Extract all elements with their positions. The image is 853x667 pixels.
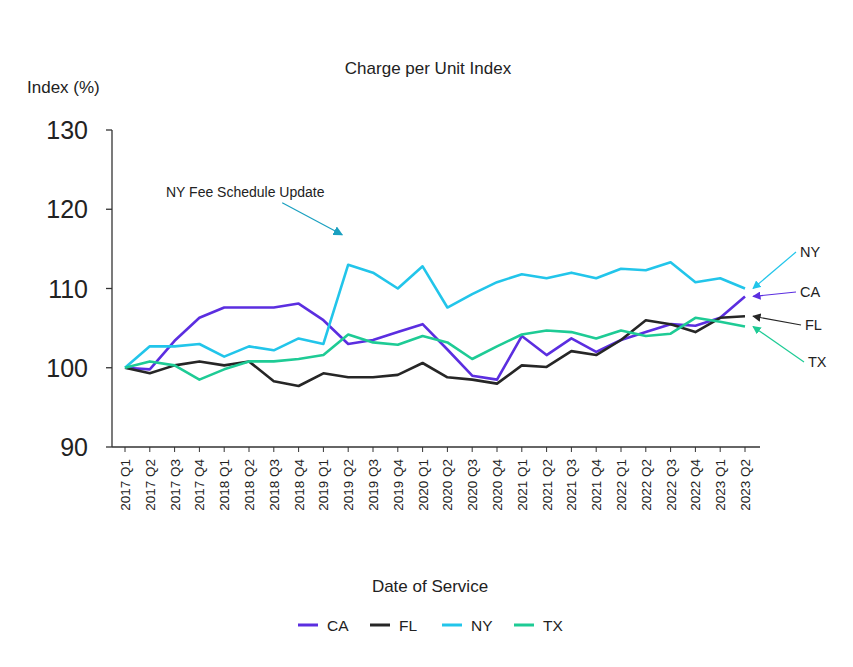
x-tick-label: 2021 Q4 <box>589 459 604 511</box>
x-tick-label: 2018 Q1 <box>217 459 232 511</box>
annotation: NY Fee Schedule Update <box>166 184 325 200</box>
x-tick <box>373 447 374 452</box>
x-tick <box>273 447 274 452</box>
x-tick <box>422 447 423 452</box>
x-tick <box>125 447 126 452</box>
x-tick <box>497 447 498 452</box>
legend-swatch <box>514 624 534 627</box>
y-tick <box>106 129 112 130</box>
end-label: NY <box>800 244 820 260</box>
x-tick-label: 2023 Q2 <box>738 459 753 511</box>
x-tick <box>323 447 324 452</box>
x-tick-label: 2019 Q2 <box>341 459 356 511</box>
x-tick <box>224 447 225 452</box>
x-tick <box>546 447 547 452</box>
x-tick-label: 2017 Q2 <box>143 459 158 511</box>
end-label: FL <box>805 317 822 333</box>
x-tick <box>397 447 398 452</box>
x-tick-label: 2021 Q2 <box>540 459 555 511</box>
legend-label: CA <box>327 617 349 634</box>
y-tick-label: 120 <box>46 195 88 223</box>
y-tick-label: 110 <box>48 275 88 303</box>
x-tick-label: 2022 Q4 <box>688 459 703 511</box>
x-tick-label: 2020 Q3 <box>465 459 480 511</box>
end-label-arrow <box>753 252 796 289</box>
end-label: CA <box>800 284 820 300</box>
x-tick-label: 2020 Q2 <box>440 459 455 511</box>
legend-label: NY <box>471 617 493 634</box>
legend-swatch <box>442 624 462 627</box>
annotation-arrow <box>282 203 342 235</box>
x-label: Date of Service <box>372 577 488 596</box>
x-tick <box>174 447 175 452</box>
x-tick-label: 2022 Q2 <box>639 459 654 511</box>
x-tick <box>149 447 150 452</box>
legend-label: FL <box>399 617 417 634</box>
y-tick <box>106 446 112 447</box>
x-tick <box>621 447 622 452</box>
title: Charge per Unit Index <box>345 59 512 78</box>
series-line <box>125 262 745 367</box>
x-tick-label: 2017 Q3 <box>168 459 183 511</box>
x-tick <box>447 447 448 452</box>
y-tick-label: 130 <box>46 116 88 144</box>
y-label: Index (%) <box>27 78 100 97</box>
legend: CA FL NY TX <box>298 617 563 634</box>
x-tick <box>695 447 696 452</box>
x-tick <box>571 447 572 452</box>
x-axis <box>112 446 760 447</box>
x-tick <box>249 447 250 452</box>
x-tick-label: 2018 Q2 <box>242 459 257 511</box>
end-label-arrow <box>753 316 801 325</box>
x-tick-label: 2022 Q3 <box>664 459 679 511</box>
y-tick-label: 100 <box>46 354 88 382</box>
x-tick-label: 2019 Q1 <box>316 459 331 511</box>
x-tick <box>645 447 646 452</box>
x-tick-label: 2021 Q1 <box>515 459 530 511</box>
y-tick <box>106 288 112 289</box>
plot-area <box>125 262 745 386</box>
y-tick-label: 90 <box>60 433 88 461</box>
legend-label: TX <box>543 617 563 634</box>
x-tick <box>720 447 721 452</box>
x-tick-label: 2022 Q1 <box>614 459 629 511</box>
x-tick <box>199 447 200 452</box>
x-tick <box>670 447 671 452</box>
x-tick-label: 2020 Q1 <box>416 459 431 511</box>
x-tick-label: 2021 Q3 <box>564 459 579 511</box>
x-tick-label: 2023 Q1 <box>713 459 728 511</box>
end-label: TX <box>808 354 827 370</box>
series-line <box>125 318 745 380</box>
end-label-arrow <box>753 327 804 362</box>
legend-swatch <box>298 624 318 627</box>
x-tick-label: 2019 Q4 <box>391 459 406 511</box>
series-line <box>125 316 745 386</box>
x-tick <box>596 447 597 452</box>
x-tick <box>745 447 746 452</box>
x-tick-label: 2018 Q3 <box>267 459 282 511</box>
x-tick-label: 2019 Q3 <box>366 459 381 511</box>
x-tick-label: 2018 Q4 <box>292 459 307 511</box>
y-tick <box>106 209 112 210</box>
x-tick <box>521 447 522 452</box>
x-tick-label: 2020 Q4 <box>490 459 505 511</box>
x-tick-label: 2017 Q4 <box>192 459 207 511</box>
series-line <box>125 296 745 379</box>
legend-swatch <box>370 624 390 627</box>
x-tick <box>472 447 473 452</box>
x-tick <box>348 447 349 452</box>
chart: Charge per Unit Index Index (%) Date of Se… <box>0 0 853 667</box>
end-label-arrow <box>753 292 796 296</box>
x-tick-label: 2017 Q1 <box>118 459 133 511</box>
y-tick <box>106 367 112 368</box>
x-tick <box>298 447 299 452</box>
